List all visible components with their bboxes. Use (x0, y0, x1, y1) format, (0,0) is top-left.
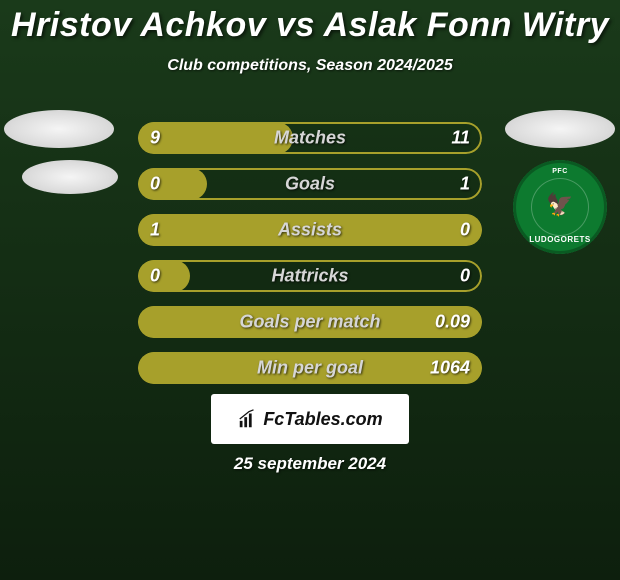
club-badge: PFC 🦅 LUDOGORETS (513, 160, 607, 254)
stat-bar: 1064Min per goal (138, 352, 482, 384)
bar-label: Assists (138, 220, 482, 241)
stat-bar: 911Matches (138, 122, 482, 154)
stats-bars: 911Matches 01Goals 10Assists 00Hattricks 0.0… (138, 122, 482, 398)
avatar-placeholder-icon (505, 110, 615, 148)
club-placeholder-icon (22, 160, 118, 194)
stat-bar: 00Hattricks (138, 260, 482, 292)
club-pfc: PFC (552, 168, 568, 175)
stat-bar: 0.09Goals per match (138, 306, 482, 338)
eagle-icon: 🦅 (538, 194, 582, 216)
bar-label: Goals per match (138, 312, 482, 333)
stat-bar: 10Assists (138, 214, 482, 246)
content: Hristov Achkov vs Aslak Fonn Witry Club … (0, 0, 620, 580)
footer-brand-badge[interactable]: FcTables.com (211, 394, 409, 444)
avatar-placeholder-icon (4, 110, 114, 148)
footer-brand-text: FcTables.com (263, 409, 382, 430)
club-badge-top-text: PFC (513, 168, 607, 175)
page-subtitle: Club competitions, Season 2024/2025 (0, 57, 620, 75)
club-badge-name: LUDOGORETS (513, 235, 607, 244)
bar-label: Min per goal (138, 358, 482, 379)
player-right-column: PFC 🦅 LUDOGORETS (500, 110, 620, 254)
page-title: Hristov Achkov vs Aslak Fonn Witry (0, 0, 620, 45)
stat-bar: 01Goals (138, 168, 482, 200)
bar-label: Matches (138, 128, 482, 149)
player-left-column (0, 110, 120, 206)
bar-label: Goals (138, 174, 482, 195)
chart-icon (237, 408, 259, 430)
bar-label: Hattricks (138, 266, 482, 287)
footer-date: 25 september 2024 (0, 454, 620, 474)
